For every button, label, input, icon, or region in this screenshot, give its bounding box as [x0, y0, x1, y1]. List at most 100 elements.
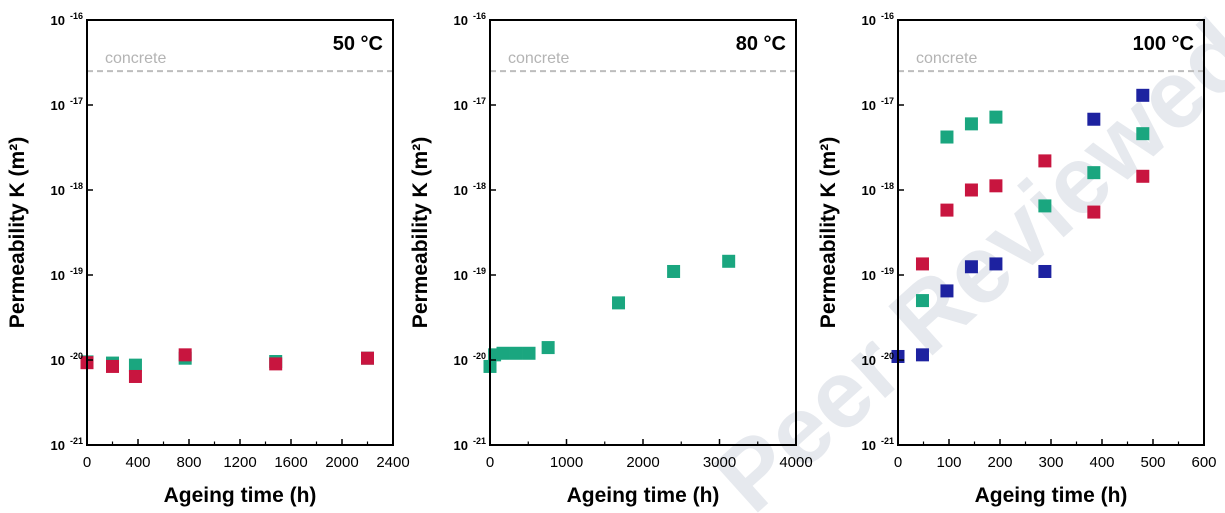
data-point: [722, 254, 736, 268]
y-tick-exponent: -17: [473, 96, 486, 106]
series-3: [891, 88, 1150, 363]
y-axis-label: Permeability K (m²): [817, 137, 840, 328]
series-1: [483, 254, 736, 373]
y-tick-label: 10: [454, 13, 468, 28]
y-tick-exponent: -17: [70, 96, 83, 106]
y-tick-label: 10: [454, 268, 468, 283]
data-point: [964, 183, 978, 197]
y-tick-label: 10: [862, 438, 876, 453]
data-point: [1038, 199, 1052, 213]
y-tick-label: 10: [454, 98, 468, 113]
x-tick-label: 2000: [626, 454, 659, 471]
y-tick-exponent: -18: [881, 181, 894, 191]
y-tick-label: 10: [51, 438, 65, 453]
y-tick-exponent: -20: [70, 351, 83, 361]
data-point: [128, 369, 142, 383]
data-point: [989, 110, 1003, 124]
watermark-text: Peer Reviewed: [696, 0, 1225, 513]
panel-title: 50 °C: [333, 33, 383, 55]
y-tick-label: 10: [862, 183, 876, 198]
x-tick-label: 1000: [550, 454, 583, 471]
y-tick-label: 10: [454, 183, 468, 198]
x-axis-label: Ageing time (h): [975, 484, 1128, 507]
x-tick-label: 500: [1140, 454, 1165, 471]
chart-panel-1: concrete 0 400 800 1200 1600 2000 2400 10 -21 10 -2…: [6, 11, 410, 507]
chart-panel-2: concrete 0 1000 2000 3000 4000 10 -21 10 -20 10 -19…: [409, 11, 813, 507]
data-point: [1038, 154, 1052, 168]
series-2: [80, 348, 374, 383]
y-tick-exponent: -18: [473, 181, 486, 191]
series-1: [80, 351, 374, 372]
y-tick-label: 10: [862, 353, 876, 368]
y-tick-label: 10: [51, 13, 65, 28]
data-point: [940, 203, 954, 217]
y-axis-label: Permeability K (m²): [409, 137, 432, 328]
x-tick-label: 400: [125, 454, 150, 471]
data-point: [915, 348, 929, 362]
y-tick-exponent: -19: [881, 266, 894, 276]
reference-label: concrete: [105, 50, 166, 67]
x-tick-label: 1200: [223, 454, 256, 471]
y-tick-exponent: -16: [70, 11, 83, 21]
x-axis-label: Ageing time (h): [567, 484, 720, 507]
data-point: [612, 296, 626, 310]
y-tick-exponent: -16: [881, 11, 894, 21]
panel-title: 80 °C: [736, 33, 786, 55]
y-tick-exponent: -21: [881, 436, 894, 446]
x-tick-label: 400: [1089, 454, 1114, 471]
data-point: [541, 341, 555, 355]
series-2: [915, 154, 1150, 271]
y-tick-exponent: -20: [473, 351, 486, 361]
data-point: [128, 358, 142, 372]
y-tick-label: 10: [862, 13, 876, 28]
y-tick-label: 10: [862, 268, 876, 283]
x-tick-label: 0: [486, 454, 494, 471]
x-tick-label: 0: [83, 454, 91, 471]
watermark: Peer Reviewed: [696, 0, 1225, 513]
y-tick-exponent: -18: [70, 181, 83, 191]
data-point: [522, 346, 536, 360]
data-point: [1038, 264, 1052, 278]
data-point: [989, 257, 1003, 271]
y-tick-label: 10: [454, 438, 468, 453]
plot-frame: [489, 19, 797, 446]
data-point: [361, 351, 374, 365]
x-tick-label: 3000: [703, 454, 736, 471]
data-point: [178, 348, 192, 362]
data-point: [667, 264, 681, 278]
data-point: [940, 284, 954, 298]
x-tick-label: 600: [1191, 454, 1216, 471]
data-point: [1136, 88, 1150, 102]
panel-title: 100 °C: [1133, 33, 1194, 55]
series-1: [915, 110, 1150, 308]
x-tick-label: 2000: [325, 454, 358, 471]
y-tick-exponent: -19: [473, 266, 486, 276]
x-tick-label: 300: [1038, 454, 1063, 471]
data-point: [496, 346, 510, 360]
y-tick-exponent: -21: [70, 436, 83, 446]
data-point: [964, 260, 978, 274]
data-point: [915, 257, 929, 271]
data-point: [1136, 127, 1150, 141]
y-tick-exponent: -21: [473, 436, 486, 446]
y-tick-exponent: -20: [881, 351, 894, 361]
y-axis-label: Permeability K (m²): [6, 137, 29, 328]
x-tick-label: 800: [176, 454, 201, 471]
data-point: [915, 294, 929, 308]
x-tick-label: 0: [894, 454, 902, 471]
data-point: [989, 179, 1003, 193]
data-point: [1087, 205, 1101, 219]
data-point: [940, 130, 954, 144]
x-tick-label: 100: [936, 454, 961, 471]
reference-label: concrete: [508, 50, 569, 67]
data-point: [509, 346, 523, 360]
x-axis-label: Ageing time (h): [164, 484, 317, 507]
x-tick-label: 4000: [779, 454, 812, 471]
data-point: [1087, 166, 1101, 180]
data-point: [1136, 169, 1150, 183]
y-tick-exponent: -16: [473, 11, 486, 21]
x-tick-label: 1600: [274, 454, 307, 471]
x-tick-label: 2400: [376, 454, 409, 471]
